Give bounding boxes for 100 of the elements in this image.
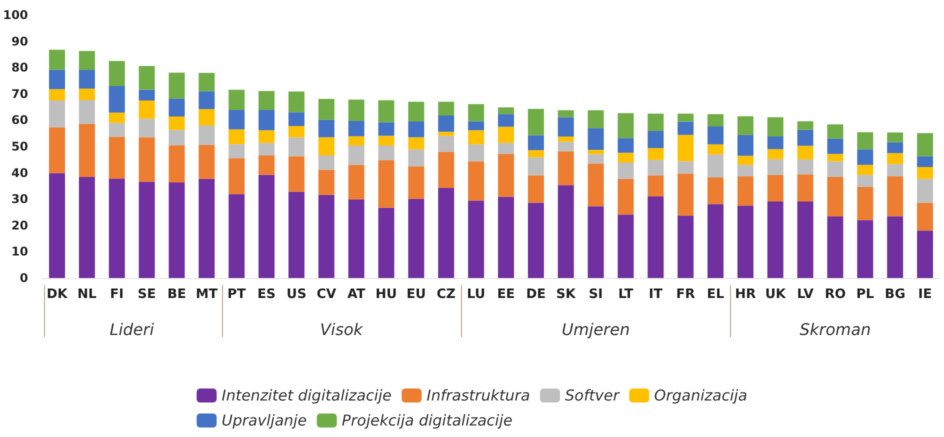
bar — [258, 155, 275, 175]
bar — [438, 102, 454, 116]
bar — [708, 114, 724, 127]
bar — [857, 164, 874, 175]
bar — [198, 125, 215, 145]
bar — [78, 124, 95, 178]
bar — [49, 89, 66, 100]
bar — [138, 66, 155, 90]
bar — [378, 136, 394, 146]
bar — [648, 196, 664, 278]
x-tick-label: UK — [765, 287, 787, 302]
bar — [138, 182, 155, 278]
x-tick-label: SI — [588, 287, 603, 302]
bar — [887, 216, 904, 278]
bar — [318, 155, 334, 170]
bar — [228, 144, 245, 158]
bar — [198, 178, 215, 278]
bar — [827, 161, 844, 178]
x-tick-label: DE — [526, 287, 546, 302]
y-tick-label: 20 — [11, 218, 28, 232]
bar — [797, 121, 814, 130]
bar — [708, 204, 724, 278]
x-tick-label: BE — [167, 287, 186, 302]
x-tick-label: CZ — [436, 287, 456, 302]
bar — [378, 122, 394, 136]
bar — [468, 130, 484, 144]
text: Visok — [320, 320, 363, 339]
bar — [827, 124, 844, 139]
bar — [797, 201, 814, 278]
bar — [78, 88, 95, 100]
x-tick-label: RO — [824, 287, 846, 302]
bar — [378, 145, 394, 160]
bar — [917, 133, 934, 156]
bar — [378, 100, 394, 122]
bar — [678, 161, 694, 174]
x-tick-label: DK — [46, 287, 68, 302]
bar — [588, 150, 604, 154]
bar — [198, 144, 215, 179]
bar — [258, 174, 275, 278]
bar — [288, 137, 304, 156]
bar — [468, 144, 484, 162]
bar — [168, 145, 185, 183]
x-tick-label: MT — [196, 287, 218, 302]
bar — [558, 136, 574, 142]
bar — [737, 134, 754, 156]
bar — [408, 149, 424, 166]
bar — [767, 149, 784, 160]
bar — [558, 117, 574, 137]
bar — [228, 158, 245, 194]
bar — [408, 198, 424, 278]
bar — [618, 178, 634, 215]
bar — [737, 176, 754, 206]
bar — [108, 136, 125, 179]
bar — [737, 156, 754, 165]
bar — [138, 118, 155, 138]
bar — [857, 149, 874, 165]
bar — [228, 194, 245, 278]
bar — [378, 208, 394, 278]
bar — [318, 137, 334, 156]
bar — [318, 120, 334, 138]
bar — [528, 108, 544, 136]
y-tick-label: 70 — [11, 86, 28, 101]
bar — [468, 161, 484, 201]
bar — [78, 100, 95, 124]
legend-label: Projekcija digitalizacije — [342, 412, 512, 430]
bar — [857, 220, 874, 278]
bar — [558, 185, 574, 278]
bar — [468, 121, 484, 130]
bar — [648, 175, 664, 196]
bar — [168, 72, 185, 99]
bar — [438, 152, 454, 188]
y-tick-label: 50 — [11, 140, 28, 154]
x-tick-label: LU — [466, 287, 486, 302]
bar — [857, 174, 874, 187]
bar — [887, 176, 904, 216]
bar — [708, 126, 724, 144]
bar — [258, 130, 275, 143]
bar — [138, 90, 155, 100]
y-tick-label: 60 — [11, 113, 28, 128]
bar — [468, 200, 484, 278]
bar — [648, 114, 664, 131]
bar — [168, 98, 185, 117]
bar — [348, 145, 364, 165]
bar — [138, 137, 155, 182]
x-tick-label: ES — [257, 287, 276, 302]
x-tick-label: PL — [856, 287, 874, 302]
x-tick-label: FI — [110, 287, 124, 302]
bar — [168, 130, 185, 146]
bar — [558, 110, 574, 118]
bar — [797, 146, 814, 160]
bar — [498, 142, 514, 154]
bar — [827, 138, 844, 154]
x-tick-label: HU — [376, 287, 397, 302]
bar — [618, 214, 634, 278]
x-tick-label: BG — [884, 287, 906, 302]
bar — [528, 175, 544, 203]
bar — [108, 112, 125, 123]
bar — [138, 100, 155, 119]
bar — [408, 122, 424, 138]
bar — [258, 91, 275, 110]
